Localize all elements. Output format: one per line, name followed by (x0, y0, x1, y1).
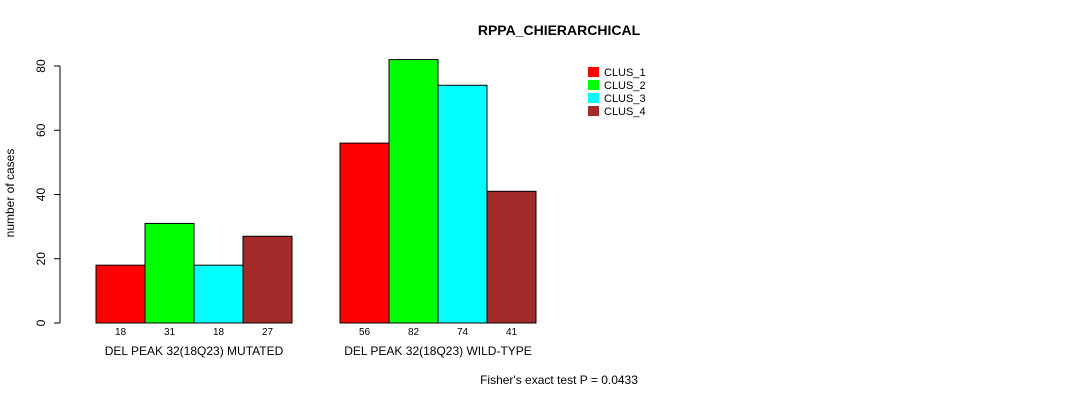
bar-clus-2 (144, 222, 195, 324)
legend-label: CLUS_3 (604, 93, 646, 105)
bar-value-label: 74 (457, 327, 469, 338)
y-axis-label: number of cases (3, 149, 17, 238)
legend-label: CLUS_1 (604, 67, 646, 79)
y-tick-label: 20 (34, 252, 48, 266)
bar-clus-4 (242, 235, 293, 324)
bar-clus-4 (486, 190, 537, 324)
bar-clus-2 (388, 59, 439, 324)
bar-value-label: 18 (115, 327, 127, 338)
legend-label: CLUS_4 (604, 106, 646, 118)
bar-value-label: 56 (359, 327, 371, 338)
category-label: DEL PEAK 32(18Q23) WILD-TYPE (344, 344, 532, 358)
bar-value-label: 41 (506, 327, 518, 338)
y-tick-label: 0 (34, 319, 48, 326)
legend-swatch (588, 93, 599, 103)
bar-clus-3 (193, 264, 244, 324)
legend-label: CLUS_2 (604, 80, 646, 92)
y-tick-label: 80 (34, 59, 48, 73)
bar-value-label: 18 (213, 327, 225, 338)
bar-clus-3 (437, 84, 488, 324)
bar-clus-1 (339, 142, 390, 324)
bar-value-label: 31 (164, 327, 176, 338)
bar-clus-1 (95, 264, 146, 324)
legend-swatch (588, 80, 599, 90)
chart-title: RPPA_CHIERARCHICAL (478, 22, 641, 38)
y-tick-label: 60 (34, 123, 48, 137)
y-tick-label: 40 (34, 188, 48, 202)
legend-swatch (588, 67, 599, 77)
y-axis: 0 20 40 60 80 (34, 59, 61, 326)
legend-swatch (588, 106, 599, 116)
bar-value-label: 82 (408, 327, 420, 338)
bar-value-label: 27 (262, 327, 274, 338)
fisher-test-annotation: Fisher's exact test P = 0.0433 (480, 373, 638, 387)
bars-group: 18 31 18 27 DEL PEAK 32(18Q23) MUTATED 56 82 74… (95, 59, 537, 358)
category-label: DEL PEAK 32(18Q23) MUTATED (105, 344, 284, 358)
